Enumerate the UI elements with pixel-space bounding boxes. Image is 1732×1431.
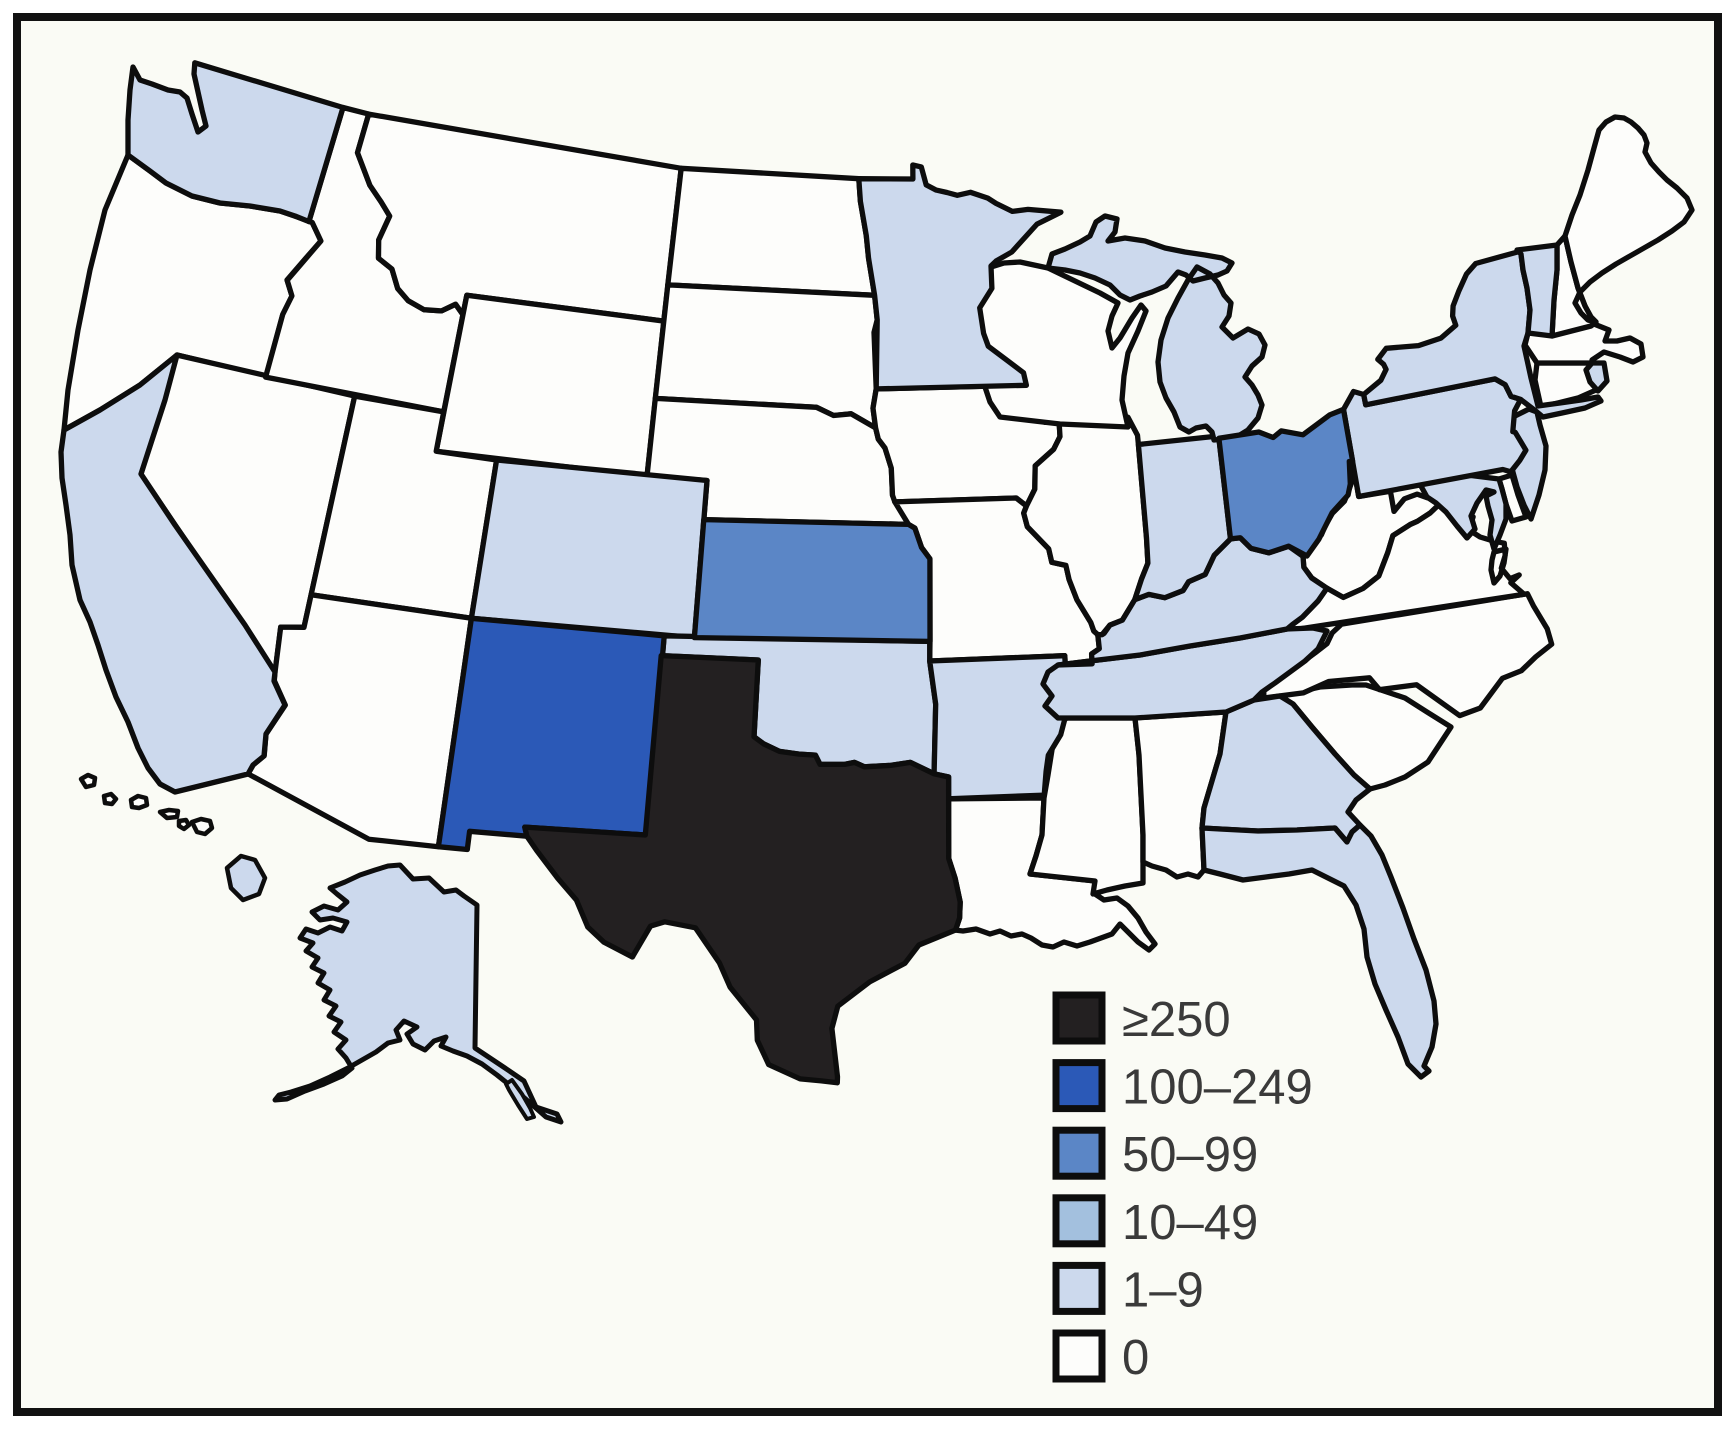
svg-text:100–249: 100–249 <box>1122 1061 1313 1115</box>
svg-text:0: 0 <box>1122 1331 1149 1385</box>
svg-text:10–49: 10–49 <box>1122 1196 1258 1250</box>
svg-text:1–9: 1–9 <box>1122 1263 1204 1317</box>
svg-text:≥250: ≥250 <box>1122 993 1231 1047</box>
svg-text:50–99: 50–99 <box>1122 1128 1258 1182</box>
